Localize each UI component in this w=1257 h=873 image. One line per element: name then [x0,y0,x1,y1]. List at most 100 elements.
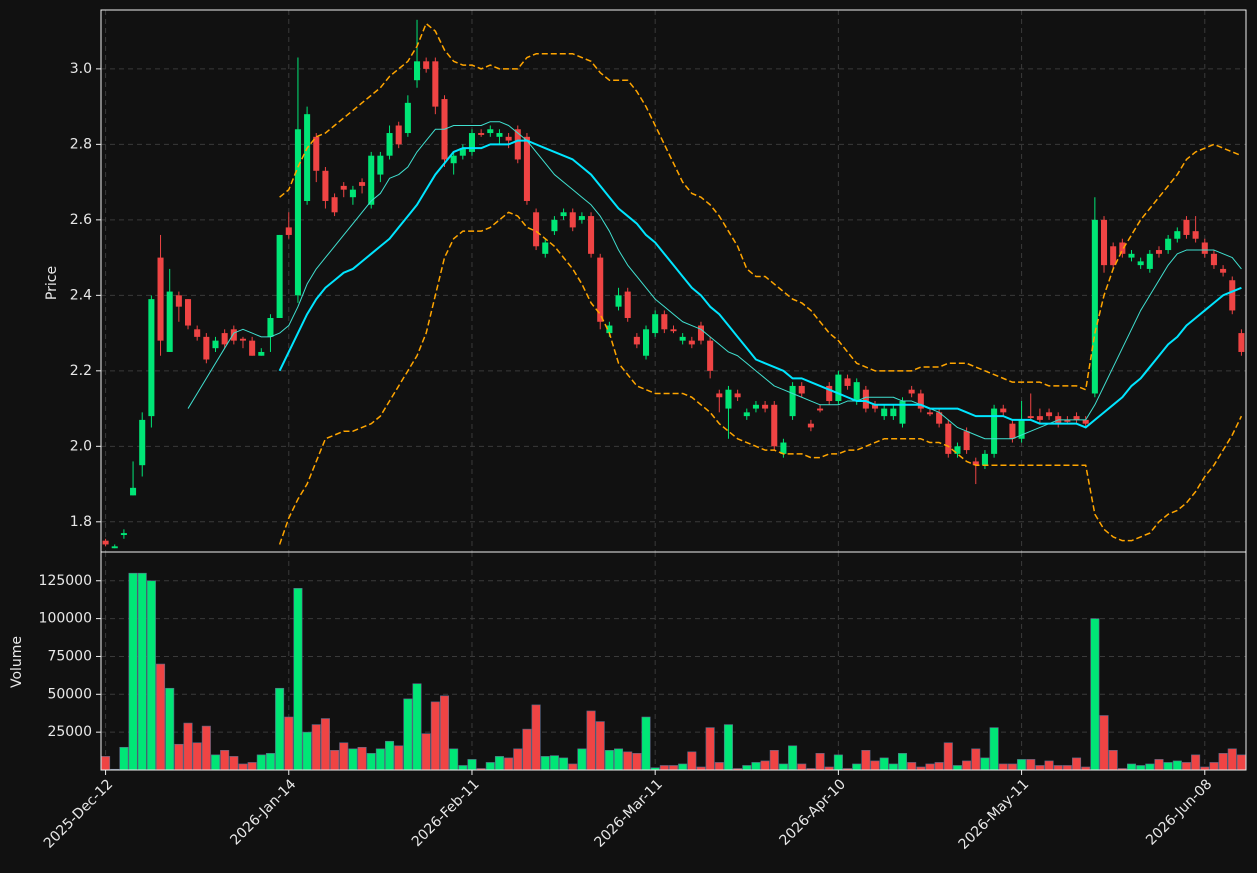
volume-bar [146,580,156,771]
candle-body [624,291,631,318]
candle-body [606,325,613,334]
volume-bar [577,748,587,771]
volume-bar [934,762,944,771]
volume-bar [366,753,376,771]
candle-body [221,333,228,345]
candle-body [1192,231,1199,239]
candle-body [871,404,879,409]
volume-bar [586,710,596,771]
candle-body [413,61,421,81]
volume-bar [302,731,312,771]
volume-bar [888,763,898,771]
candle-body [1201,242,1208,254]
candle-body [514,129,521,160]
y-tick-label: 50000 [47,686,92,702]
candle-body [743,412,750,417]
volume-bar [504,757,514,771]
volume-bar [1017,759,1027,771]
candle-body [368,155,375,205]
volume-bar [275,687,285,771]
candle-body [1183,219,1190,235]
volume-bar [485,762,495,771]
candle-body [835,374,842,402]
price-axis-label: Price [44,266,60,300]
volume-bar [641,716,651,771]
candle-body [771,404,778,447]
volume-bar [1062,765,1072,771]
candle-body [533,212,540,247]
candle-body [450,155,457,164]
volume-bar [907,762,917,771]
grid-layer [101,10,1246,770]
candle-body [359,182,366,186]
candle-body [633,336,640,345]
volume-bar [1172,760,1182,771]
volume-bar [1209,762,1219,771]
volume-bar [357,746,367,771]
candle-body [1110,246,1117,266]
candle-body [386,133,393,156]
candle-body [853,382,860,402]
volume-bar [879,757,889,771]
volume-bar [861,750,871,771]
volume-bar [668,765,679,771]
candle-body [1027,416,1034,419]
volume-bar [678,763,688,771]
volume-bar [614,748,624,771]
candle-body [487,129,494,134]
volume-bar [870,760,880,771]
volume-bar [165,687,175,771]
volume-bar [604,750,614,771]
volume-bar [998,763,1008,771]
candle-body [926,412,934,415]
volume-bar [430,701,440,771]
candle-body [716,393,723,398]
volume-bar [897,753,908,771]
overlay-line [278,139,1242,429]
candle-body [249,340,256,356]
candle-body [542,242,549,254]
candle-body [505,136,512,141]
volume-bar [494,756,504,771]
volume-bar [714,762,724,771]
volume-bar [412,683,422,771]
candle-body [459,148,466,156]
volume-bar [632,753,642,771]
candle-body [175,295,182,307]
candle-body [1210,253,1217,266]
candle-body [780,442,787,454]
candle-body [551,219,558,232]
volume-bar [137,572,147,771]
candle-body [478,133,485,135]
candle-body [1137,261,1144,266]
candle-body [1146,253,1153,269]
y-tick-label: 3.0 [70,61,92,77]
candle-body [734,393,741,398]
candle-body [954,446,961,454]
volume-bar [421,733,431,771]
volume-bar [595,721,605,771]
volume-bar [1126,763,1137,771]
candle-body [670,329,677,332]
y-tick-label: 1.8 [70,514,92,530]
volume-bar [852,763,862,771]
candle-body [807,423,814,428]
candle-body [102,540,109,545]
volume-bar [238,763,248,771]
volume-bar [311,724,321,771]
candle-body [322,170,329,201]
volume-bar [623,751,633,771]
volume-bar [778,763,788,771]
candle-body [1046,412,1053,417]
candle-body [304,114,311,201]
volume-bar [559,757,569,771]
volume-bar [513,748,523,771]
volume-bar [119,746,129,771]
candle-body [395,125,402,145]
volume-bar [201,725,211,771]
candle-body [1018,419,1025,439]
volume-bar [1044,760,1054,771]
candle-body [963,431,970,451]
